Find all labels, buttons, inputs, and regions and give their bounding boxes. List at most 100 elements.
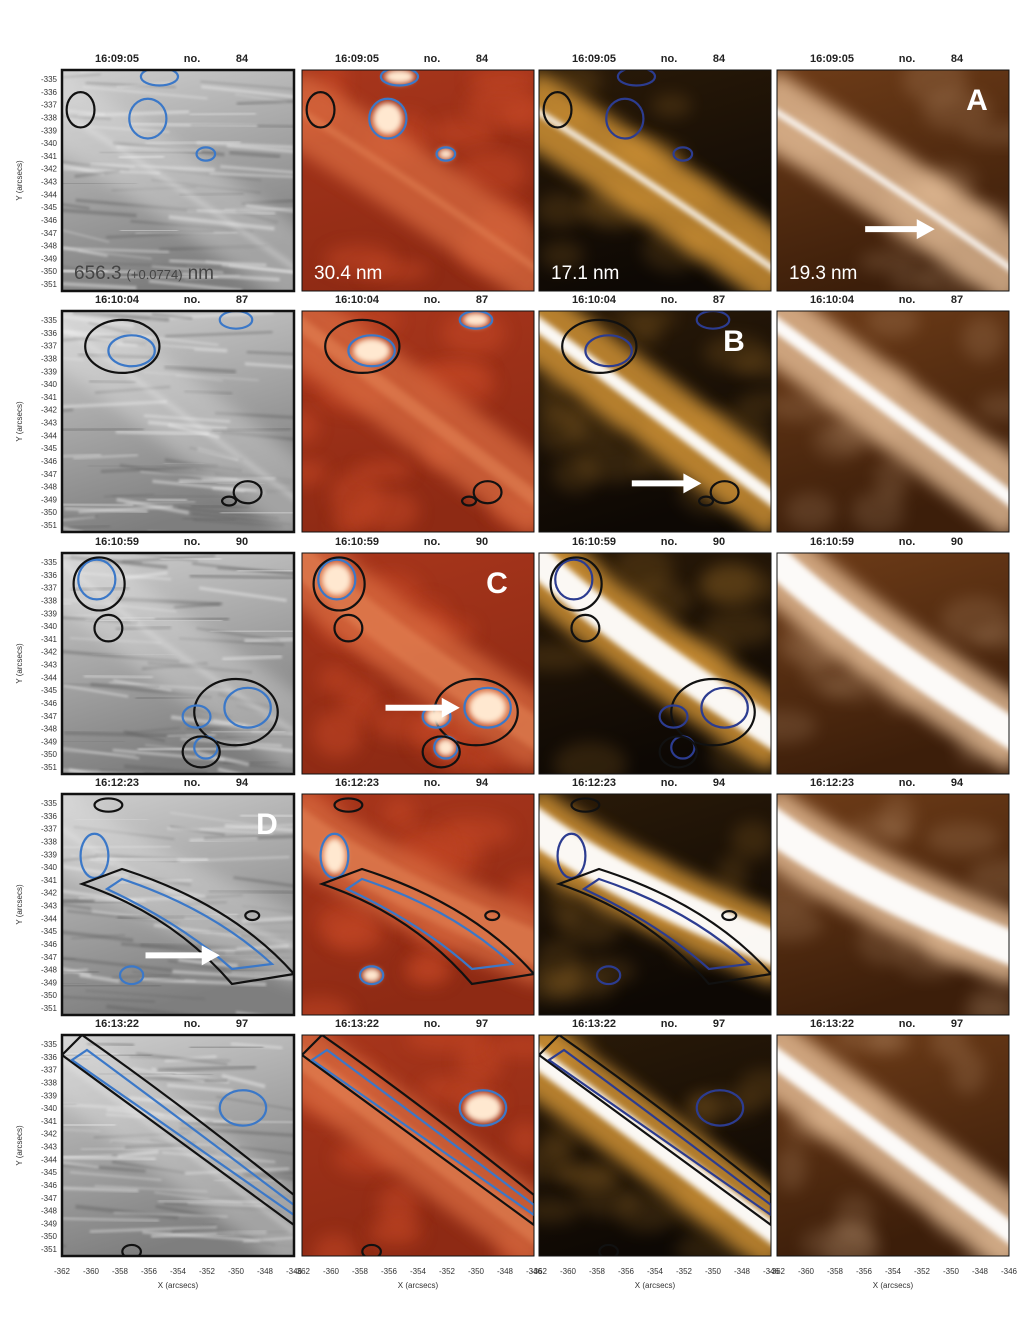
contour	[700, 686, 749, 729]
fibril	[135, 553, 199, 562]
fibril	[123, 730, 166, 743]
image-panel	[539, 794, 771, 1015]
fibril	[103, 493, 155, 498]
panel-frame: 94	[476, 777, 489, 789]
emission-core	[302, 108, 534, 271]
fibril	[201, 85, 294, 99]
panel-letter: C	[486, 567, 508, 600]
emission-core	[539, 316, 771, 507]
contour	[310, 1048, 534, 1217]
contour	[79, 832, 110, 880]
x-tick-label: -354	[410, 1267, 427, 1276]
x-tick-label: -346	[286, 1267, 303, 1276]
contour	[344, 877, 515, 971]
fibril	[119, 463, 202, 481]
fibril	[79, 70, 105, 74]
bright-kernel	[353, 338, 391, 364]
blob	[785, 492, 836, 531]
x-tick-label: -358	[112, 1267, 129, 1276]
blob	[730, 820, 771, 860]
panel-frame-border	[538, 552, 772, 775]
panel-frame: 90	[951, 536, 963, 548]
panel-frame: 97	[476, 1018, 488, 1030]
panel-frame: 84	[476, 53, 489, 65]
contour	[672, 146, 694, 162]
contour	[605, 97, 645, 140]
panel-time: 16:10:59	[572, 536, 616, 548]
panel-frame: 97	[236, 1018, 248, 1030]
y-axis-label: Y (arcsecs)	[15, 160, 24, 201]
panel-no: no.	[184, 536, 201, 548]
blob	[613, 311, 677, 330]
y-tick-label: -349	[41, 254, 58, 263]
blob	[442, 311, 506, 356]
panel-letter: D	[256, 808, 278, 841]
emission-core	[777, 108, 1009, 271]
y-tick-label: -340	[41, 380, 58, 389]
image-panel	[539, 1035, 771, 1256]
fibril	[62, 281, 137, 290]
x-tick-label: -360	[83, 1267, 100, 1276]
contour	[195, 146, 217, 162]
y-tick-label: -337	[41, 342, 58, 351]
blob	[977, 393, 1009, 421]
contour	[421, 735, 461, 769]
panel-frame: 97	[951, 1018, 963, 1030]
fibril	[116, 497, 190, 515]
fibril	[62, 683, 160, 688]
image-panel	[539, 553, 771, 774]
y-tick-label: -346	[41, 699, 58, 708]
y-tick-label: -350	[41, 508, 58, 517]
y-tick-label: -348	[41, 966, 58, 975]
blob	[318, 666, 353, 693]
blob	[737, 1068, 771, 1104]
panel-time: 16:12:23	[810, 777, 854, 789]
panel-frame: 90	[476, 536, 488, 548]
panel-frame: 97	[713, 1018, 725, 1030]
channel-unit: nm	[188, 263, 214, 284]
panel-time: 16:10:04	[810, 294, 855, 306]
panel-frame-border	[301, 793, 535, 1016]
panel-no: no.	[424, 294, 441, 306]
channel-label: 19.3 nm	[789, 263, 857, 284]
panel-frame: 84	[713, 53, 726, 65]
panel-time: 16:10:59	[95, 536, 139, 548]
blob	[866, 311, 920, 339]
y-tick-label: -351	[41, 280, 58, 289]
x-tick-label: -358	[352, 1267, 369, 1276]
blob	[539, 1142, 572, 1180]
contour	[595, 965, 622, 986]
panel-time: 16:10:59	[810, 536, 854, 548]
fibril	[125, 727, 181, 735]
y-tick-label: -335	[41, 558, 58, 567]
fibril	[246, 350, 294, 356]
fibril	[62, 246, 108, 258]
blob	[433, 815, 512, 848]
y-tick-label: -344	[41, 914, 58, 923]
y-axis-label: Y (arcsecs)	[15, 884, 24, 925]
fibril	[151, 265, 224, 274]
y-tick-label: -335	[41, 75, 58, 84]
arrow-head	[683, 473, 702, 494]
emission-core	[62, 826, 294, 950]
y-tick-label: -338	[41, 1078, 58, 1087]
channel-value: 17.1	[551, 263, 588, 284]
x-tick-label: -356	[141, 1267, 158, 1276]
blob	[383, 797, 416, 828]
fibril	[167, 827, 273, 835]
y-tick-label: -347	[41, 1194, 58, 1203]
contour	[554, 558, 594, 601]
contour	[181, 735, 221, 769]
panel-time: 16:12:23	[335, 777, 379, 789]
blob	[732, 354, 771, 379]
y-tick-label: -346	[41, 1181, 58, 1190]
fibril	[112, 679, 172, 692]
fibril	[182, 517, 236, 521]
y-tick-label: -339	[41, 850, 58, 859]
y-tick-label: -337	[41, 584, 58, 593]
fibril	[62, 995, 156, 1003]
image-panel	[539, 311, 771, 532]
fibril	[229, 150, 281, 159]
y-tick-label: -345	[41, 927, 58, 936]
channel-unit: nm	[593, 263, 619, 284]
